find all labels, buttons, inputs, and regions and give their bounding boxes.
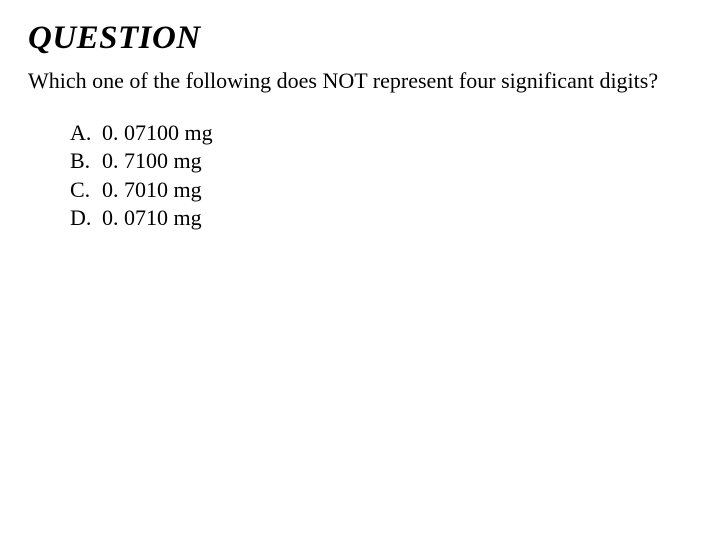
options-list: A. 0. 07100 mg B. 0. 7100 mg C. 0. 7010 … xyxy=(70,119,692,233)
question-prompt: Which one of the following does NOT repr… xyxy=(28,67,692,95)
question-heading: QUESTION xyxy=(28,20,692,57)
option-letter: A. xyxy=(70,119,102,148)
option-c: C. 0. 7010 mg xyxy=(70,176,692,205)
option-value: 0. 7100 mg xyxy=(102,147,692,176)
option-value: 0. 07100 mg xyxy=(102,119,692,148)
option-letter: C. xyxy=(70,176,102,205)
option-letter: D. xyxy=(70,204,102,233)
option-d: D. 0. 0710 mg xyxy=(70,204,692,233)
option-b: B. 0. 7100 mg xyxy=(70,147,692,176)
option-value: 0. 7010 mg xyxy=(102,176,692,205)
option-a: A. 0. 07100 mg xyxy=(70,119,692,148)
option-value: 0. 0710 mg xyxy=(102,204,692,233)
option-letter: B. xyxy=(70,147,102,176)
